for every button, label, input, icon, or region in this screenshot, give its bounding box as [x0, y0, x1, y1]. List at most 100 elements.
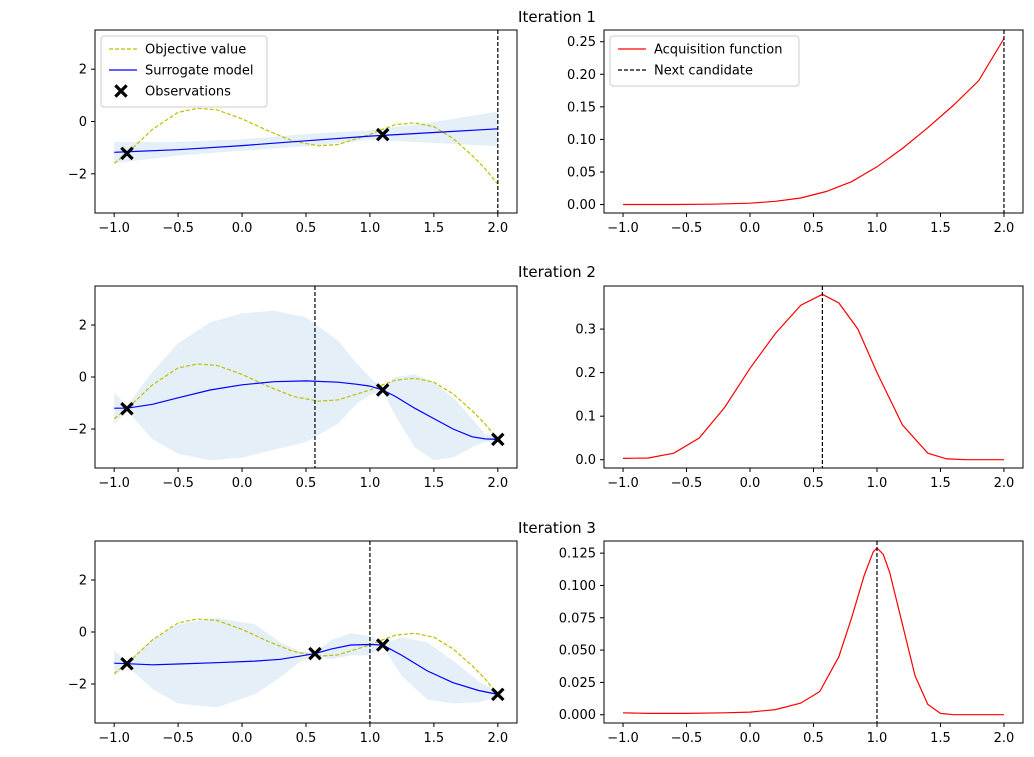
x-tick-label: 1.0: [867, 731, 888, 746]
legend-entry-candidate: Next candidate: [654, 64, 753, 79]
y-tick-label: 0.125: [559, 547, 596, 562]
acquisition-line: [622, 547, 1004, 716]
y-tick-label: 0.025: [559, 676, 596, 691]
iteration-2-title: Iteration 2: [518, 263, 596, 281]
legend-entry-surrogate: Surrogate model: [145, 64, 254, 79]
y-tick-label: 0.25: [567, 35, 596, 50]
observation-marker: [491, 432, 505, 447]
y-tick-label: 0.0: [575, 453, 596, 468]
x-tick-label: 0.0: [232, 221, 253, 236]
x-tick-label: 1.5: [930, 221, 951, 236]
x-tick-label: 0.5: [803, 476, 824, 491]
observation-marker: [375, 638, 390, 652]
x-tick-label: −0.5: [671, 221, 703, 236]
y-tick-label: 0.20: [567, 68, 596, 83]
x-tick-label: 2.0: [487, 731, 508, 746]
observation-marker: [375, 383, 390, 397]
surrogate-line: [114, 128, 498, 153]
confidence-band: [114, 310, 498, 461]
x-tick-label: 1.0: [360, 731, 381, 746]
x-tick-label: 1.5: [930, 731, 951, 746]
x-tick-label: 2.0: [994, 221, 1015, 236]
x-tick-label: −1.0: [98, 731, 130, 746]
legend-box: [609, 35, 800, 87]
x-tick-label: −0.5: [671, 731, 703, 746]
acquisition-line: [622, 293, 1004, 461]
y-tick-label: −2: [68, 678, 87, 693]
x-tick-label: 1.0: [360, 221, 381, 236]
x-tick-label: 2.0: [994, 731, 1015, 746]
y-tick-label: 0.3: [575, 323, 596, 338]
x-tick-label: −0.5: [162, 476, 194, 491]
legend-entry-observation: Observations: [145, 85, 231, 100]
observation-marker: [120, 146, 134, 161]
x-tick-label: −0.5: [162, 731, 194, 746]
x-tick-label: 2.0: [487, 221, 508, 236]
x-tick-label: 1.5: [424, 476, 445, 491]
y-tick-label: 0.050: [559, 644, 596, 659]
x-tick-label: 1.0: [360, 476, 381, 491]
x-tick-label: 1.0: [867, 221, 888, 236]
x-tick-label: −1.0: [607, 221, 639, 236]
x-tick-label: −1.0: [607, 731, 639, 746]
x-tick-label: 0.0: [740, 731, 761, 746]
x-tick-label: −1.0: [607, 476, 639, 491]
y-tick-label: 0.1: [575, 410, 596, 425]
x-tick-label: 0.0: [232, 731, 253, 746]
x-tick-label: 0.0: [232, 476, 253, 491]
y-tick-label: 0.000: [559, 708, 596, 723]
acquisition-line: [623, 38, 1005, 206]
y-tick-label: 2: [79, 63, 87, 78]
y-tick-label: 0: [79, 115, 87, 130]
iteration-1-title: Iteration 1: [518, 8, 596, 26]
x-tick-label: 1.0: [867, 476, 888, 491]
y-tick-label: −2: [68, 423, 87, 438]
iteration-3-title: Iteration 3: [518, 519, 596, 537]
legend-entry-objective: Objective value: [145, 43, 246, 58]
x-tick-label: 0.5: [296, 731, 317, 746]
x-tick-label: 2.0: [487, 476, 508, 491]
observation-marker: [308, 646, 322, 661]
x-tick-label: −1.0: [98, 221, 130, 236]
panel-5-surrogate: −1.0 −0.5 0.0 0.5 1.0 1.5 2.0 2 0 −2: [68, 540, 518, 746]
x-tick-label: 0.0: [740, 221, 761, 236]
objective-line: [113, 363, 499, 440]
legend: Acquisition function Next candidate: [609, 35, 800, 87]
y-tick-label: 2: [79, 319, 87, 334]
x-tick-label: 0.5: [296, 221, 317, 236]
legend: Objective value Surrogate model Observatio…: [100, 35, 268, 108]
x-tick-label: −1.0: [98, 476, 130, 491]
objective-line: [113, 107, 499, 185]
legend-box: [100, 35, 268, 108]
objective-line: [113, 618, 499, 695]
surrogate-line: [114, 380, 498, 440]
observation-marker: [491, 687, 505, 702]
observation-marker: [120, 401, 134, 416]
x-tick-label: 0.5: [296, 476, 317, 491]
legend-observation-marker: [114, 84, 128, 98]
x-tick-label: 1.5: [424, 221, 445, 236]
surrogate-line: [114, 643, 498, 695]
y-tick-label: 2: [79, 574, 87, 589]
y-tick-label: 0.2: [575, 366, 596, 381]
y-tick-label: 0: [79, 371, 87, 386]
observation-marker: [375, 127, 390, 142]
x-tick-label: −0.5: [162, 221, 194, 236]
y-tick-label: 0.15: [567, 100, 596, 115]
x-tick-label: −0.5: [671, 476, 703, 491]
y-tick-label: −2: [68, 167, 87, 182]
x-tick-label: 2.0: [994, 476, 1015, 491]
panel-1-surrogate: −1.0 −0.5 0.0 0.5 1.0 1.5 2.0 2 0 −2 Objective val…: [68, 29, 518, 236]
panel-6-acquisition: −1.0 −0.5 0.0 0.5 1.0 1.5 2.0 0.000 0.025 0.050 0.…: [559, 540, 1024, 746]
x-tick-label: 1.5: [930, 476, 951, 491]
x-tick-label: 1.5: [424, 731, 445, 746]
x-tick-label: 0.0: [740, 476, 761, 491]
y-tick-label: 0.10: [567, 133, 596, 148]
legend-entry-acquisition: Acquisition function: [654, 43, 782, 58]
y-tick-label: 0: [79, 626, 87, 641]
x-tick-label: 0.5: [803, 731, 824, 746]
confidence-band: [114, 111, 498, 164]
observation-marker: [120, 656, 134, 671]
panel-2-acquisition: −1.0 −0.5 0.0 0.5 1.0 1.5 2.0 0.00 0.05 0.10 0.15 0…: [567, 29, 1024, 236]
